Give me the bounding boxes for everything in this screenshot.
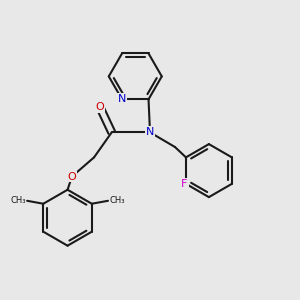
- Text: O: O: [68, 172, 76, 182]
- Text: N: N: [146, 127, 154, 137]
- Text: O: O: [96, 102, 104, 112]
- Text: N: N: [118, 94, 126, 104]
- Text: F: F: [181, 179, 188, 189]
- Text: CH₃: CH₃: [110, 196, 125, 205]
- Text: CH₃: CH₃: [10, 196, 26, 205]
